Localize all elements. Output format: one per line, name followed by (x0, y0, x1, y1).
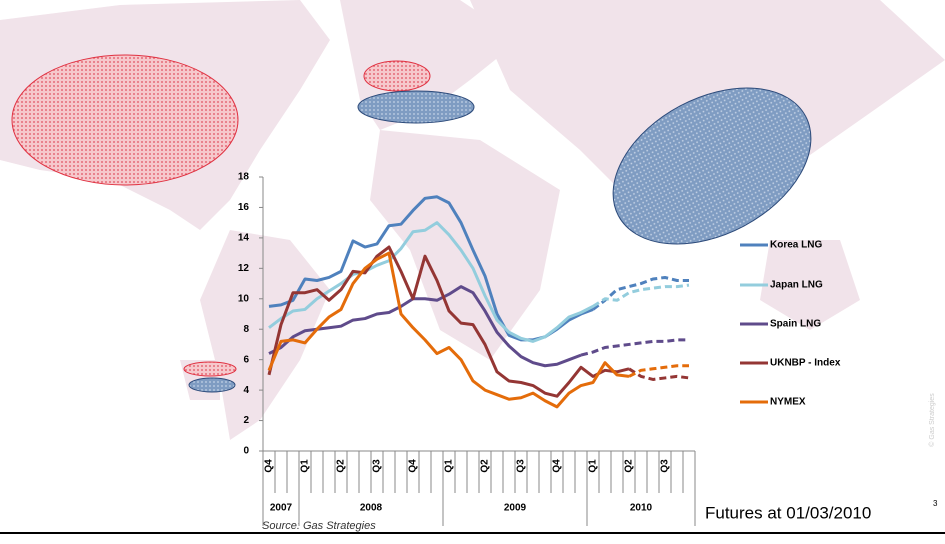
series-line (267, 245, 630, 398)
y-tick-label: 6 (243, 354, 249, 365)
x-group-label: 2010 (630, 503, 653, 514)
x-tick-label: Q1 (588, 459, 599, 473)
legend-label: Japan LNG (770, 280, 823, 291)
x-group-label: 2009 (504, 503, 527, 514)
legend-label: UKNBP - Index (770, 358, 841, 369)
x-tick-label: Q4 (264, 459, 275, 473)
region-ellipse (363, 60, 431, 92)
region-ellipse (11, 54, 239, 186)
futures-line (628, 364, 689, 378)
y-tick-label: 16 (238, 202, 250, 213)
futures-line (580, 338, 689, 357)
futures-line (628, 367, 690, 381)
copyright: © Gas Strategies (928, 393, 936, 447)
x-tick-label: Q1 (444, 459, 455, 473)
source: Source: Gas Strategies (262, 520, 376, 532)
x-group-label: 2008 (360, 503, 383, 514)
legend-label: NYMEX (770, 397, 806, 408)
y-tick-label: 8 (243, 324, 249, 335)
futures-line (592, 275, 689, 311)
series-line (267, 251, 630, 409)
y-tick-label: 18 (238, 172, 250, 183)
annotation: Futures at 01/03/2010 (705, 503, 871, 522)
x-tick-label: Q2 (624, 459, 635, 473)
y-tick-label: 0 (243, 446, 249, 457)
region-ellipse (612, 87, 812, 245)
region-ellipse (188, 377, 236, 393)
x-tick-label: Q2 (336, 459, 347, 473)
region-ellipse (183, 361, 237, 377)
y-tick-label: 10 (238, 293, 250, 304)
x-tick-label: Q2 (480, 459, 491, 473)
y-tick-label: 14 (238, 233, 250, 244)
series-line (268, 285, 582, 368)
x-tick-label: Q3 (372, 459, 383, 473)
x-tick-label: Q4 (408, 459, 419, 473)
legend-label: Spain LNG (770, 319, 821, 330)
x-tick-label: Q1 (300, 459, 311, 473)
region-ellipse (357, 90, 475, 124)
page-number: 3 (933, 499, 938, 508)
x-tick-label: Q4 (552, 459, 563, 473)
y-tick-label: 4 (243, 385, 249, 396)
x-tick-label: Q3 (516, 459, 527, 473)
x-tick-label: Q3 (660, 459, 671, 473)
legend-label: Korea LNG (770, 240, 822, 251)
x-group-label: 2007 (270, 503, 293, 514)
y-tick-label: 12 (238, 263, 250, 274)
futures-line (592, 283, 690, 308)
y-tick-label: 2 (243, 415, 249, 426)
